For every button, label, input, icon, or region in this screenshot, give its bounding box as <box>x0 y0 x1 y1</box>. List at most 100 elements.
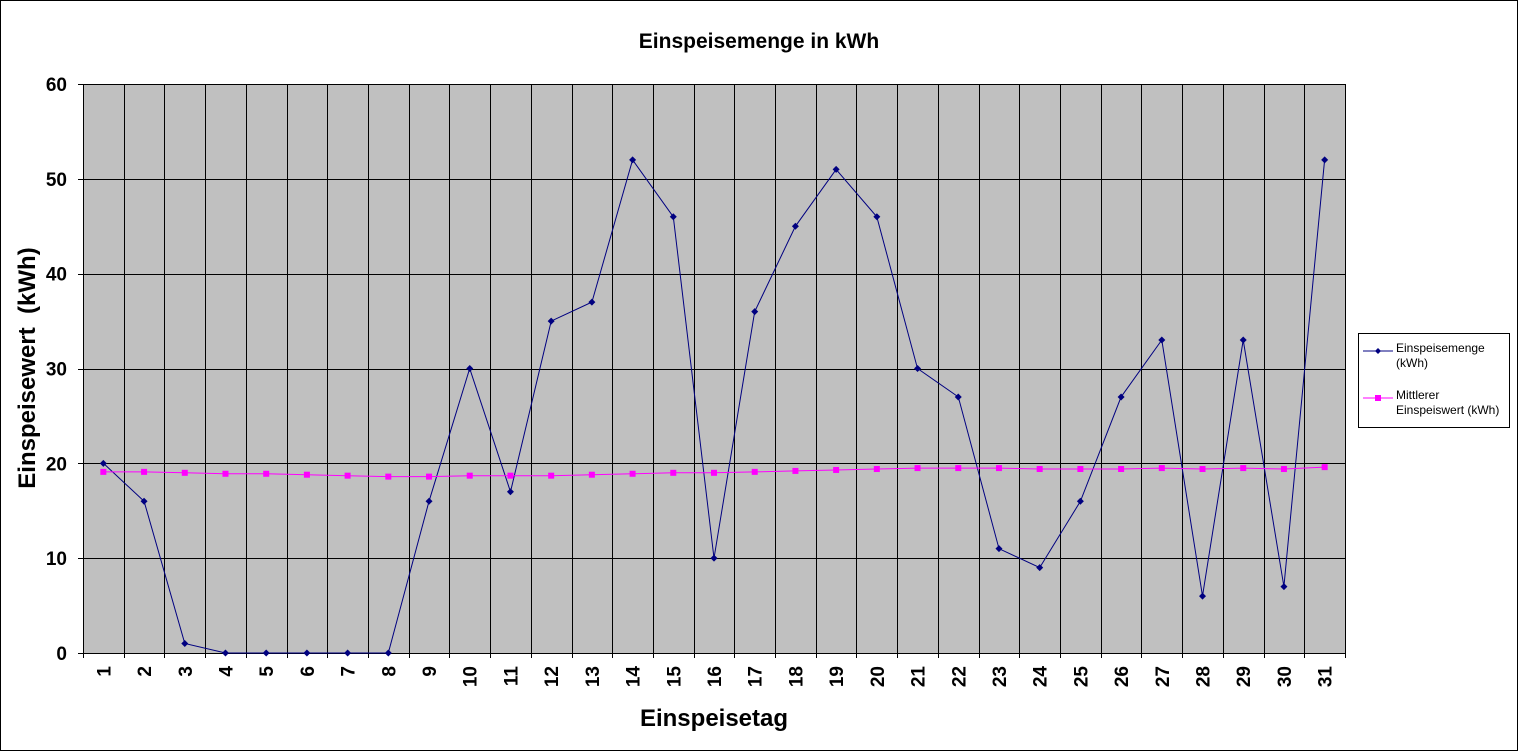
data-point <box>548 472 555 479</box>
data-point <box>1036 466 1043 473</box>
x-tick-label: 19 <box>827 666 848 687</box>
data-point <box>873 466 880 473</box>
y-axis-tick-labels: 0 10 20 30 40 50 60 <box>46 75 67 665</box>
data-point <box>303 649 311 657</box>
y-tick-label: 40 <box>46 265 67 286</box>
x-tick-label: 12 <box>542 666 563 687</box>
x-tick-label: 16 <box>705 666 726 687</box>
data-point <box>425 497 433 505</box>
data-point <box>670 469 677 476</box>
data-point <box>955 465 962 472</box>
data-point <box>832 165 840 173</box>
data-point <box>181 640 189 648</box>
x-tick-label: 25 <box>1071 666 1092 688</box>
data-point <box>384 649 392 657</box>
data-point <box>629 156 637 164</box>
legend-label-einspeisemenge: Einspeisemenge (kWh) <box>1396 341 1485 370</box>
legend-swatch-mittlerer-einspeiswert <box>1363 395 1393 401</box>
data-point <box>222 470 229 477</box>
data-point <box>711 469 717 476</box>
data-point <box>914 365 922 372</box>
data-point <box>1199 592 1207 600</box>
data-point <box>141 468 148 475</box>
y-tick-label: 50 <box>46 170 67 191</box>
data-point <box>507 472 514 479</box>
x-tick-label: 23 <box>990 666 1011 687</box>
data-point <box>995 465 1002 472</box>
x-tick-label: 31 <box>1316 666 1337 688</box>
x-tick-label: 30 <box>1275 666 1296 687</box>
y-tick-label: 20 <box>46 454 67 475</box>
data-point <box>751 468 758 475</box>
data-point <box>344 472 351 479</box>
x-tick-label: 18 <box>786 666 807 687</box>
data-point <box>1321 156 1329 164</box>
x-tick-label: 9 <box>420 666 441 677</box>
x-tick-label: 28 <box>1194 666 1215 687</box>
data-point <box>669 213 677 221</box>
x-tick-label: 26 <box>1112 666 1133 687</box>
legend-label-mittlerer-einspeiswert: Mittlerer Einspeiswert (kWh) <box>1396 388 1500 417</box>
data-point <box>1280 583 1288 591</box>
data-point <box>181 469 188 476</box>
data-point <box>385 473 392 480</box>
data-point <box>954 393 962 401</box>
data-point <box>140 497 148 505</box>
x-tick-label: 3 <box>176 666 197 677</box>
data-point <box>344 649 352 657</box>
data-point <box>100 468 107 475</box>
data-point <box>1076 497 1084 505</box>
data-point <box>262 649 270 657</box>
x-tick-label: 10 <box>461 666 482 687</box>
x-tick-label: 20 <box>868 666 889 687</box>
x-tick-label: 27 <box>1153 666 1174 687</box>
y-tick-label: 60 <box>46 75 67 96</box>
x-tick-label: 13 <box>583 666 604 687</box>
data-point <box>1158 336 1166 344</box>
x-tick-label: 15 <box>664 666 685 688</box>
x-tick-label: 8 <box>379 666 400 677</box>
data-point <box>791 222 799 230</box>
x-tick-label: 22 <box>949 666 970 687</box>
legend: Einspeisemenge (kWh) Mittlerer Einspeisw… <box>1358 333 1510 428</box>
data-point <box>914 465 921 472</box>
data-point <box>1280 466 1287 473</box>
data-point <box>710 554 718 562</box>
data-point <box>873 213 881 221</box>
data-point <box>588 298 596 306</box>
series-mittlerer-einspeiswert <box>100 464 1328 480</box>
data-point <box>263 470 270 477</box>
plot-area <box>83 84 1345 653</box>
data-point <box>751 308 759 316</box>
data-point <box>426 473 433 480</box>
data-point <box>506 488 514 496</box>
x-axis-tick-labels: 1 2 3 4 5 6 7 8 9 10 11 12 13 14 15 16 17 18 19 20 21 22 23 24 2… <box>94 666 1336 688</box>
data-point <box>833 466 840 473</box>
series-einspeisemenge <box>99 156 1329 657</box>
data-point <box>99 459 107 467</box>
data-point <box>466 365 474 372</box>
x-axis-title: Einspeisetag <box>639 705 789 732</box>
x-tick-label: 7 <box>339 666 360 677</box>
data-point <box>792 467 799 474</box>
data-point <box>1240 465 1247 472</box>
data-point <box>1036 564 1044 572</box>
y-tick-label: 10 <box>46 549 67 570</box>
data-point <box>303 471 310 478</box>
data-point <box>1118 466 1125 473</box>
data-point <box>221 649 229 657</box>
data-point <box>629 470 636 477</box>
x-tick-label: 21 <box>909 666 930 688</box>
series-group <box>99 156 1329 657</box>
chart-title: Einspeisemenge in kWh <box>638 30 880 53</box>
x-tick-label: 14 <box>624 666 645 688</box>
x-tick-label: 17 <box>746 666 767 687</box>
data-point <box>995 545 1003 553</box>
x-tick-label: 1 <box>94 666 115 677</box>
data-point <box>547 317 555 325</box>
data-point <box>1117 393 1125 401</box>
x-tick-label: 29 <box>1234 666 1255 687</box>
x-tick-label: 2 <box>135 666 156 677</box>
data-point <box>1199 466 1206 473</box>
data-point <box>1321 464 1328 471</box>
